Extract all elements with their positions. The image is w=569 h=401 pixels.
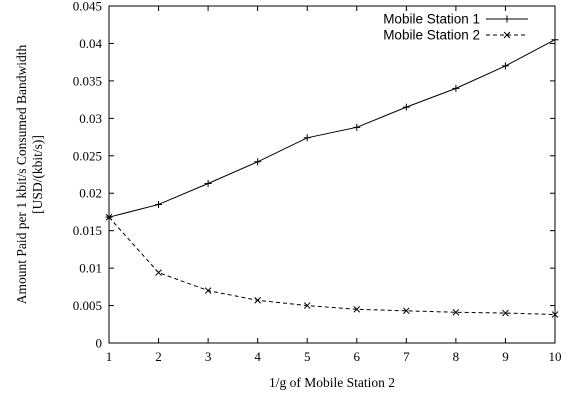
cross-marker: [502, 309, 509, 317]
legend-label: Mobile Station 1: [383, 12, 480, 27]
plus-marker: [254, 158, 262, 166]
cross-marker: [204, 287, 212, 294]
cross-marker: [254, 296, 261, 304]
y-tick-label: 0.04: [79, 36, 102, 51]
x-tick-label: 6: [354, 349, 361, 364]
data-series: [105, 36, 559, 318]
y-tick-label: 0.035: [73, 73, 102, 88]
x-tick-label: 3: [205, 349, 212, 364]
x-tick-label: 9: [502, 349, 509, 364]
cross-marker: [452, 308, 460, 316]
plus-marker: [452, 84, 460, 92]
plus-marker: [503, 15, 511, 23]
plot-area-frame: [108, 5, 556, 344]
x-tick-label: 5: [304, 349, 311, 364]
y-tick-label: 0.045: [73, 0, 102, 14]
y-tick-label: 0: [96, 336, 103, 351]
x-tick-label: 1: [106, 349, 113, 364]
y-tick-label: 0.01: [79, 261, 102, 276]
y-tick-label: 0.03: [79, 111, 102, 126]
axis-ticks: 1 2 3 4 5 6 7 8 9 10 0 0.005 0.01 0.015 0.02 0.025 0.03 0…: [73, 0, 562, 364]
legend-item: Mobile Station 2: [383, 28, 528, 43]
y-axis-title-line: Amount Paid per 1 kbit/s Consumed Bandwi…: [14, 45, 29, 305]
series-line: [108, 39, 556, 218]
legend-label: Mobile Station 2: [383, 28, 480, 43]
cross-marker: [303, 302, 311, 309]
x-tick-label: 7: [403, 349, 410, 364]
x-tick-label: 8: [453, 349, 460, 364]
y-axis-title-line: [USD/(kbit/s)]: [30, 135, 45, 214]
plus-marker: [204, 179, 212, 187]
plus-marker: [501, 62, 509, 70]
cross-marker: [503, 31, 511, 39]
series-2: [105, 213, 559, 318]
cross-marker: [403, 307, 410, 315]
y-tick-label: 0.015: [73, 223, 102, 238]
x-axis-title: 1/g of Mobile Station 2: [269, 375, 395, 390]
legend-item: Mobile Station 1: [383, 12, 528, 27]
plus-marker: [402, 103, 410, 111]
plus-marker: [155, 200, 163, 208]
y-tick-label: 0.005: [73, 298, 102, 313]
x-tick-label: 2: [155, 349, 162, 364]
plus-marker: [353, 123, 361, 131]
y-tick-label: 0.025: [73, 148, 102, 163]
y-tick-label: 0.02: [79, 186, 102, 201]
series-line: [108, 216, 556, 316]
cross-marker: [155, 269, 162, 276]
y-axis-title: Amount Paid per 1 kbit/s Consumed Bandwi…: [14, 45, 45, 305]
x-tick-label: 4: [254, 349, 261, 364]
series-1: [105, 36, 559, 221]
cross-marker: [353, 305, 361, 313]
plus-marker: [303, 134, 311, 142]
x-tick-label: 10: [549, 349, 562, 364]
